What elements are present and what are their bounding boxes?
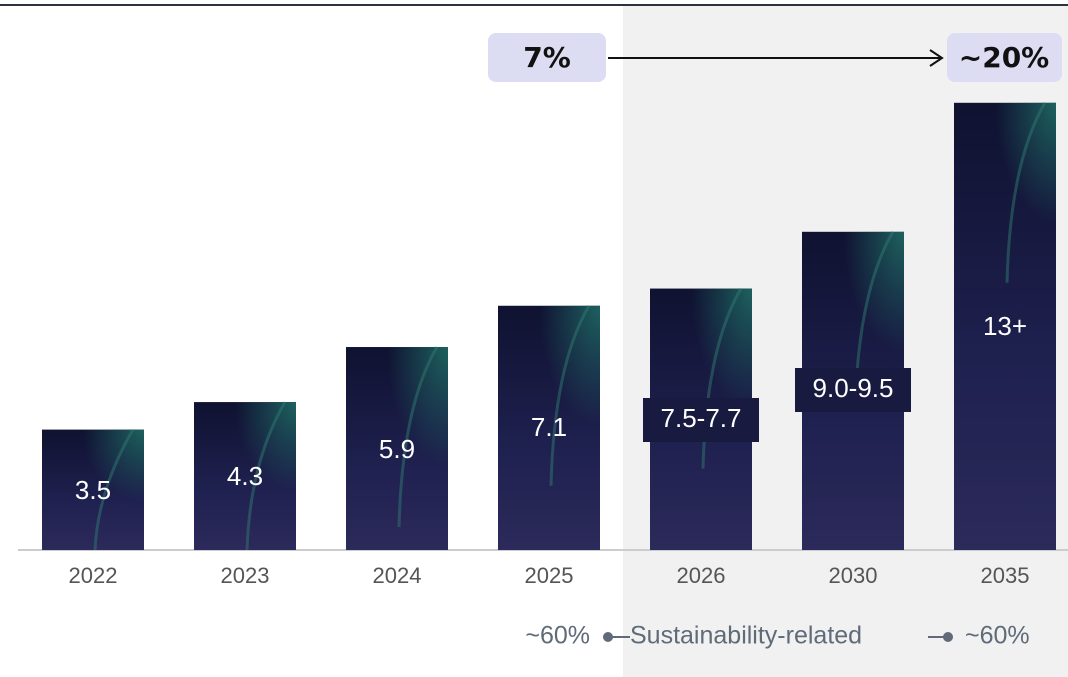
x-tick-label: 2023 [221, 563, 270, 588]
bar-streak [397, 346, 439, 528]
arrow-head [929, 49, 944, 67]
x-tick-label: 2025 [525, 563, 574, 588]
bar-streak [245, 401, 287, 551]
value-label: 5.9 [379, 434, 415, 464]
value-label: 4.3 [227, 461, 263, 491]
annotation: 7% [523, 41, 571, 74]
bar-sheen [954, 102, 1056, 303]
bars: 3.5 2022 4.3 2023 5.9 2024 7.1 2025 7.5-7.7 2026 9… [42, 102, 1056, 588]
bar-sheen [650, 288, 752, 489]
bar-sheen [42, 429, 144, 550]
value-label-box [795, 368, 911, 412]
bar-sheen [498, 305, 600, 506]
bar-streak [93, 428, 135, 551]
x-tick-label: 2024 [373, 563, 422, 588]
value-label: 7.5-7.7 [661, 403, 742, 433]
footer-share: ~60% [965, 622, 1030, 650]
annotation-box [947, 33, 1062, 82]
x-tick-label: 2022 [69, 563, 118, 588]
value-label-box [643, 398, 759, 442]
bar-streak [549, 305, 591, 486]
x-tick-label: 2035 [981, 563, 1030, 588]
footer-dot [943, 632, 953, 642]
annotation: ~20% [959, 41, 1049, 74]
value-label: 13+ [983, 311, 1027, 341]
x-tick-label: 2030 [829, 563, 878, 588]
footer-label: Sustainability-related [630, 622, 862, 650]
x-tick-label: 2026 [677, 563, 726, 588]
footer-share: ~60% [525, 622, 590, 650]
bar-sheen [346, 347, 448, 548]
value-label: 7.1 [531, 412, 567, 442]
bar-streak [1005, 102, 1047, 283]
bar-sheen [194, 402, 296, 550]
annotation-box [488, 33, 606, 82]
value-label: 9.0-9.5 [813, 373, 894, 403]
value-label: 3.5 [75, 475, 111, 505]
